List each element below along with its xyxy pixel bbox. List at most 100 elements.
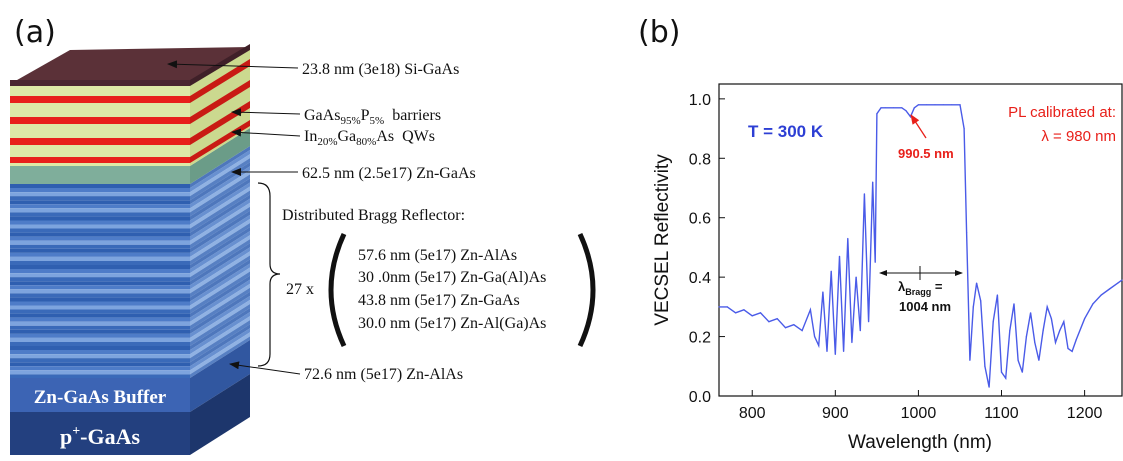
dbr-brace xyxy=(257,182,281,367)
buffer-side xyxy=(190,340,250,412)
dbr-stripe-side xyxy=(190,210,250,253)
reflectivity-point xyxy=(1063,321,1065,323)
reflectivity-point xyxy=(1108,288,1111,290)
dbr-stripe-side xyxy=(190,283,250,326)
cap-side-edge xyxy=(190,44,250,86)
dbr-stripe-front xyxy=(10,293,190,298)
dbr-stripe-front xyxy=(10,321,190,326)
reflectivity-point xyxy=(838,255,841,257)
dbr-stripe-front xyxy=(10,317,190,322)
reflectivity-chart: 800 900 1000 1100 1200 0.0 0.2 0.4 0.6 0.8 1.0 Wav… xyxy=(652,83,1123,453)
pl-calibration-line2: λ = 980 nm xyxy=(1041,128,1116,145)
dbr-stripe-side xyxy=(190,170,250,213)
dbr-stripe-front xyxy=(10,252,190,257)
reflectivity-point xyxy=(863,193,866,195)
reflectivity-point xyxy=(1005,377,1007,379)
reflectivity-point xyxy=(1067,347,1069,350)
dbr-stripe-front xyxy=(10,366,190,371)
dbr-layer-1: 57.6 nm (5e17) Zn-AlAs xyxy=(358,247,517,264)
reflectivity-point xyxy=(934,104,936,106)
reflectivity-point xyxy=(743,309,745,311)
reflectivity-point xyxy=(834,353,836,355)
dbr-stripe-front xyxy=(10,309,190,314)
reflectivity-point xyxy=(963,128,965,130)
reflectivity-point xyxy=(972,306,974,308)
x-tick-label: 1200 xyxy=(1067,405,1103,422)
dbr-stripe-front xyxy=(10,265,190,270)
dbr-stripe-side xyxy=(190,275,250,318)
reflectivity-point xyxy=(801,330,803,332)
dbr-stripe-front xyxy=(10,333,190,338)
reflectivity-point xyxy=(847,237,849,240)
reflectivity-point xyxy=(988,386,990,388)
reflectivity-point xyxy=(874,261,876,263)
reflectivity-point xyxy=(984,365,986,367)
dbr-stripe-front xyxy=(10,200,190,205)
qw-arrow xyxy=(231,128,301,137)
reflectivity-point xyxy=(980,300,982,302)
dbr-stripe-side xyxy=(190,328,250,371)
reflectivity-point xyxy=(884,107,886,109)
dbr-stripe-front xyxy=(10,208,190,213)
temperature-label: T = 300 K xyxy=(748,122,824,141)
dbr-stripe-front xyxy=(10,297,190,302)
dbr-right-paren xyxy=(577,232,596,348)
y-tick-label: 0.8 xyxy=(689,151,711,168)
reflectivity-point xyxy=(843,350,845,352)
dbr-stripe-side xyxy=(190,291,250,334)
dbr-stripe-side xyxy=(190,146,250,189)
dbr-stripe-front xyxy=(10,374,190,378)
dbr-stripe-side xyxy=(190,166,250,209)
dbr-stripe-side xyxy=(190,235,250,278)
bottom-alas-label: 72.6 nm (5e17) Zn-AlAs xyxy=(304,366,463,383)
reflectivity-point xyxy=(1117,282,1119,284)
dbr-stripe-side xyxy=(190,279,250,322)
dbr-stripe-side xyxy=(190,255,250,298)
active-region-front xyxy=(10,84,190,166)
dbr-stripe-front xyxy=(10,370,190,375)
reflectivity-point xyxy=(1054,341,1057,344)
reflectivity-point xyxy=(809,309,812,311)
dbr-stripe-side xyxy=(190,174,250,217)
reflectivity-point xyxy=(1046,306,1048,308)
dbr-stripe-side xyxy=(190,227,250,270)
y-tick-label: 0.4 xyxy=(689,270,711,287)
reflectivity-point xyxy=(892,107,895,109)
dbr-stripe-side xyxy=(190,178,250,221)
dbr-stripe-front xyxy=(10,346,190,351)
dbr-stripe-side xyxy=(190,231,250,274)
dbr-stripe-front xyxy=(10,358,190,363)
dbr-stripe-side xyxy=(190,320,250,363)
reflectivity-point xyxy=(793,324,795,326)
reflectivity-point xyxy=(1050,318,1052,320)
reflectivity-point xyxy=(822,291,824,293)
dbr-stripe-side xyxy=(190,202,250,245)
dbr-stripe-front xyxy=(10,232,190,237)
reflectivity-point xyxy=(1021,371,1023,373)
spacer-side xyxy=(190,128,250,184)
x-tick-label: 1000 xyxy=(901,405,937,422)
dbr-stripe-front xyxy=(10,236,190,241)
reflectivity-point xyxy=(959,104,961,106)
reflectivity-point xyxy=(818,344,820,347)
dbr-stripe-side xyxy=(190,194,250,237)
reflectivity-point xyxy=(992,321,994,323)
reflectivity-point xyxy=(917,104,920,106)
reflectivity-point xyxy=(726,306,728,308)
y-tick-label: 0.0 xyxy=(689,389,711,406)
dbr-stripe-side xyxy=(190,190,250,233)
dbr-stripe-front xyxy=(10,269,190,274)
reflectivity-point xyxy=(814,336,816,338)
reflectivity-point xyxy=(1042,330,1044,332)
x-axis-title: Wavelength (nm) xyxy=(848,432,992,453)
reflectivity-point xyxy=(859,330,861,332)
panel-b: (b) 800 900 1000 1100 1200 0.0 0.2 0.4 0.6 0.8 1.0… xyxy=(638,15,1123,453)
y-tick-label: 0.2 xyxy=(689,330,711,347)
bragg-label: λBragg = xyxy=(898,279,943,297)
reflectivity-point xyxy=(868,321,870,323)
dbr-stripe-side xyxy=(190,154,250,197)
x-tick-label: 1100 xyxy=(984,405,1019,422)
panel-a-label: (a) xyxy=(14,15,56,50)
dbr-layer-2: 30 .0nm (5e17) Zn-Ga(Al)As xyxy=(358,269,546,286)
dbr-stripe-side xyxy=(190,259,250,302)
